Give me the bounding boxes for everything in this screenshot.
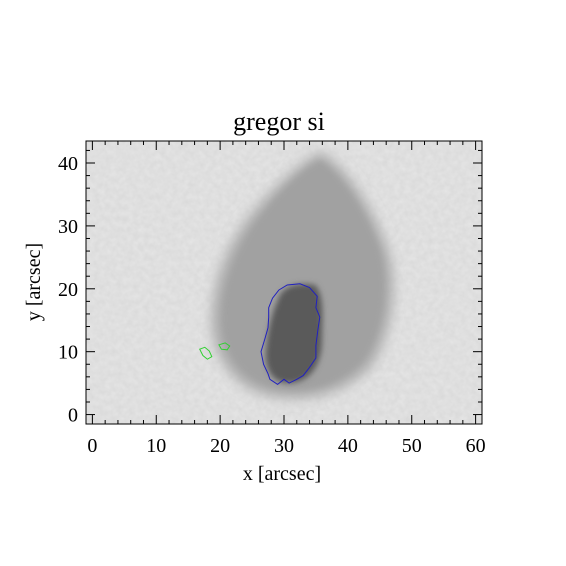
y-tick-label: 10 (58, 342, 78, 364)
x-axis-label: x [arcsec] (243, 463, 321, 485)
y-tick-label: 30 (58, 216, 78, 238)
penumbra-fibrils (222, 160, 385, 391)
y-tick-label: 40 (58, 153, 78, 175)
contour-layer (199, 283, 321, 386)
pore-contour (199, 346, 213, 360)
y-tick-label: 20 (58, 279, 78, 301)
umbra-contour (260, 283, 321, 386)
pore-contour (218, 342, 231, 351)
x-tick-label: 60 (466, 435, 486, 457)
x-tick-label: 0 (87, 435, 97, 457)
x-tick-label: 30 (274, 435, 294, 457)
plot-title: gregor si (233, 107, 325, 136)
y-tick-label: 0 (68, 405, 78, 427)
axis-ticks: 0 10 20 30 40 50 60 0 10 20 30 40 (58, 141, 486, 457)
x-tick-label: 10 (146, 435, 166, 457)
umbra (265, 283, 323, 384)
x-tick-label: 20 (210, 435, 230, 457)
y-axis-label: y [arcsec] (23, 243, 45, 321)
x-tick-label: 50 (402, 435, 422, 457)
sunspot-image (86, 141, 482, 424)
x-tick-label: 40 (338, 435, 358, 457)
